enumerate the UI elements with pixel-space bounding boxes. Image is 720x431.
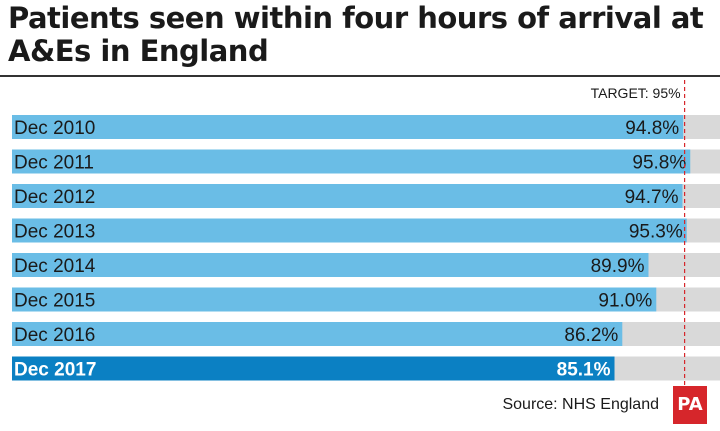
bar	[12, 115, 684, 139]
bar	[12, 287, 657, 312]
value-label: 94.8%	[625, 118, 679, 139]
category-label: Dec 2015	[14, 291, 95, 312]
title-divider	[0, 75, 720, 77]
bar	[12, 149, 691, 174]
category-label: Dec 2017	[14, 360, 96, 381]
bar	[12, 184, 683, 208]
bar	[12, 322, 623, 346]
target-label: TARGET: 95%	[591, 85, 681, 101]
value-label: 85.1%	[557, 360, 611, 381]
value-label: 94.7%	[625, 187, 679, 208]
bar	[12, 218, 687, 243]
category-label: Dec 2011	[14, 153, 94, 174]
bar	[12, 253, 649, 277]
chart-title: Patients seen within four hours of arriv…	[8, 1, 704, 68]
category-label: Dec 2016	[14, 325, 95, 346]
value-label: 91.0%	[598, 291, 652, 312]
value-label: 86.2%	[564, 325, 618, 346]
category-label: Dec 2010	[14, 118, 95, 139]
category-label: Dec 2013	[14, 222, 95, 243]
value-label: 95.3%	[629, 222, 683, 243]
value-label: 95.8%	[632, 153, 686, 174]
bar	[12, 356, 615, 381]
pa-logo: PA	[673, 386, 707, 424]
category-label: Dec 2014	[14, 256, 96, 277]
category-label: Dec 2012	[14, 187, 95, 208]
value-label: 89.9%	[591, 256, 645, 277]
source-note: Source: NHS England	[502, 396, 659, 413]
